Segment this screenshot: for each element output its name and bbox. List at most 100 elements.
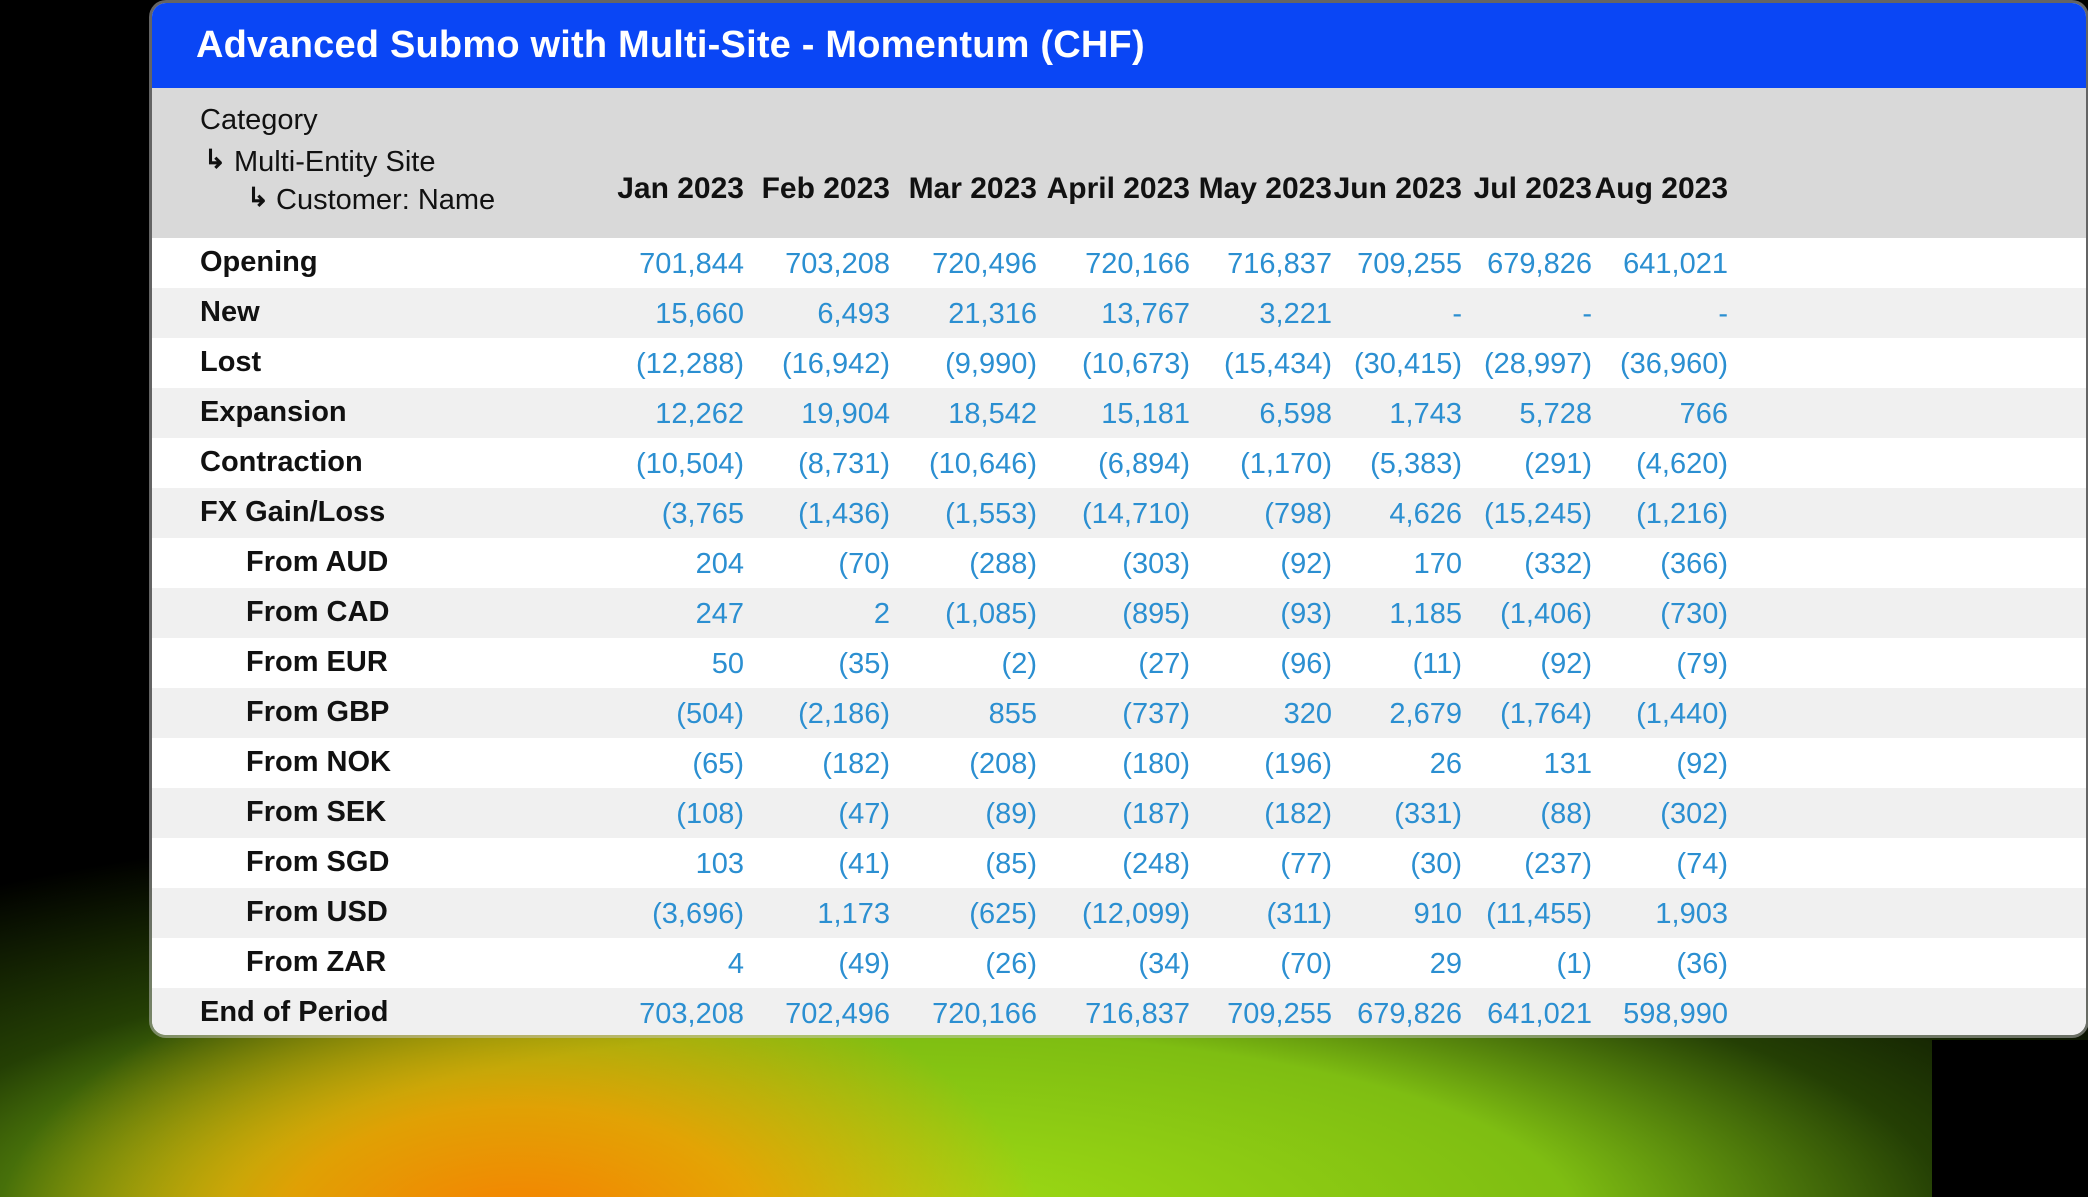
table-cell[interactable]: (291) [1524, 448, 1592, 480]
table-cell[interactable]: 3,221 [1259, 298, 1332, 330]
table-cell[interactable]: 5,728 [1519, 398, 1592, 430]
table-cell[interactable]: (1,216) [1636, 498, 1728, 530]
table-cell[interactable]: 1,185 [1389, 598, 1462, 630]
table-row[interactable]: From USD (3,696) 1,173 (625) (12,099) (311) 91… [152, 888, 2086, 938]
table-cell[interactable]: 2,679 [1389, 698, 1462, 730]
table-row[interactable]: Opening 701,844 703,208 720,496 720,166 716,8… [152, 238, 2086, 288]
table-cell[interactable]: (47) [838, 798, 890, 830]
table-cell[interactable]: (5,383) [1370, 448, 1462, 480]
table-row[interactable]: End of Period 703,208 702,496 720,166 716,83… [152, 988, 2086, 1035]
table-cell[interactable]: 103 [695, 848, 744, 880]
table-cell[interactable]: (27) [1138, 648, 1190, 680]
table-cell[interactable]: 15,181 [1101, 398, 1190, 430]
table-cell[interactable]: 641,021 [1487, 998, 1592, 1030]
table-cell[interactable]: (30,415) [1353, 348, 1462, 380]
table-cell[interactable]: (14,710) [1081, 498, 1190, 530]
table-row[interactable]: Lost (12,288) (16,942) (9,990) (10,673) (15,4… [152, 338, 2086, 388]
table-cell[interactable]: 320 [1283, 698, 1332, 730]
table-cell[interactable]: (895) [1122, 598, 1190, 630]
table-cell[interactable]: 29 [1429, 948, 1462, 980]
table-cell[interactable]: (70) [1280, 948, 1332, 980]
table-cell[interactable]: (4,620) [1636, 448, 1728, 480]
table-cell[interactable]: 1,903 [1655, 898, 1728, 930]
table-row[interactable]: Contraction (10,504) (8,731) (10,646) (6,894… [152, 438, 2086, 488]
table-cell[interactable]: 709,255 [1357, 248, 1462, 280]
table-cell[interactable]: - [1718, 298, 1728, 330]
table-cell[interactable]: (28,997) [1483, 348, 1592, 380]
table-cell[interactable]: (92) [1676, 748, 1728, 780]
table-cell[interactable]: 15,660 [655, 298, 744, 330]
table-cell[interactable]: (49) [838, 948, 890, 980]
table-cell[interactable]: 910 [1413, 898, 1462, 930]
table-row[interactable]: From ZAR 4 (49) (26) (34) (70) 29 (1) (36) [152, 938, 2086, 988]
table-cell[interactable]: (85) [985, 848, 1037, 880]
table-cell[interactable]: (92) [1280, 548, 1332, 580]
table-cell[interactable]: (30) [1410, 848, 1462, 880]
table-cell[interactable]: 598,990 [1623, 998, 1728, 1030]
table-cell[interactable]: 21,316 [948, 298, 1037, 330]
table-cell[interactable]: 679,826 [1487, 248, 1592, 280]
table-cell[interactable]: (248) [1122, 848, 1190, 880]
table-cell[interactable]: 26 [1429, 748, 1462, 780]
table-cell[interactable]: (35) [838, 648, 890, 680]
table-cell[interactable]: 701,844 [639, 248, 744, 280]
table-cell[interactable]: (1,170) [1240, 448, 1332, 480]
table-row[interactable]: From EUR 50 (35) (2) (27) (96) (11) (92) (79) [152, 638, 2086, 688]
table-cell[interactable]: (12,099) [1081, 898, 1190, 930]
table-cell[interactable]: 1,173 [817, 898, 890, 930]
table-cell[interactable]: (1,406) [1500, 598, 1592, 630]
table-cell[interactable]: (11,455) [1486, 898, 1592, 930]
table-cell[interactable]: - [1452, 298, 1462, 330]
table-row[interactable]: From NOK (65) (182) (208) (180) (196) 26 131 (92… [152, 738, 2086, 788]
column-header-month[interactable]: Jun 2023 [1333, 172, 1462, 205]
table-cell[interactable]: (65) [692, 748, 744, 780]
table-cell[interactable]: (302) [1660, 798, 1728, 830]
table-cell[interactable]: (26) [985, 948, 1037, 980]
table-row[interactable]: From CAD 247 2 (1,085) (895) (93) 1,185 (1,406)… [152, 588, 2086, 638]
table-cell[interactable]: (180) [1122, 748, 1190, 780]
table-cell[interactable]: (3,765 [661, 498, 744, 530]
table-cell[interactable]: 702,496 [785, 998, 890, 1030]
table-cell[interactable]: (92) [1540, 648, 1592, 680]
table-row[interactable]: FX Gain/Loss (3,765 (1,436) (1,553) (14,710)… [152, 488, 2086, 538]
table-cell[interactable]: 4 [727, 948, 744, 980]
table-cell[interactable]: 204 [695, 548, 744, 580]
table-cell[interactable]: 679,826 [1357, 998, 1462, 1030]
table-cell[interactable]: 13,767 [1101, 298, 1190, 330]
table-cell[interactable]: 766 [1679, 398, 1728, 430]
table-cell[interactable]: (182) [822, 748, 890, 780]
table-cell[interactable]: (1,085) [945, 598, 1037, 630]
table-cell[interactable]: (1,553) [945, 498, 1037, 530]
table-cell[interactable]: (77) [1280, 848, 1332, 880]
table-cell[interactable]: (730) [1660, 598, 1728, 630]
table-cell[interactable]: (16,942) [781, 348, 890, 380]
table-cell[interactable]: 716,837 [1227, 248, 1332, 280]
table-cell[interactable]: (15,434) [1223, 348, 1332, 380]
table-row[interactable]: From AUD 204 (70) (288) (303) (92) 170 (332) (36… [152, 538, 2086, 588]
column-header-month[interactable]: Jul 2023 [1473, 172, 1592, 205]
table-cell[interactable]: 6,493 [817, 298, 890, 330]
table-cell[interactable]: 4,626 [1389, 498, 1462, 530]
table-cell[interactable]: (9,990) [945, 348, 1037, 380]
table-cell[interactable]: 709,255 [1227, 998, 1332, 1030]
table-cell[interactable]: (15,245) [1483, 498, 1592, 530]
table-cell[interactable]: 720,166 [1085, 248, 1190, 280]
table-cell[interactable]: 19,904 [801, 398, 890, 430]
table-cell[interactable]: (79) [1676, 648, 1728, 680]
table-cell[interactable]: (237) [1524, 848, 1592, 880]
column-header-month[interactable]: Feb 2023 [761, 172, 890, 205]
table-cell[interactable]: (1,764) [1500, 698, 1592, 730]
table-cell[interactable]: (332) [1524, 548, 1592, 580]
table-cell[interactable]: 716,837 [1085, 998, 1190, 1030]
table-cell[interactable]: (1,436) [798, 498, 890, 530]
table-cell[interactable]: (187) [1122, 798, 1190, 830]
table-cell[interactable]: (89) [985, 798, 1037, 830]
table-row[interactable]: From SEK (108) (47) (89) (187) (182) (331) (88)… [152, 788, 2086, 838]
table-cell[interactable]: (1,440) [1636, 698, 1728, 730]
table-cell[interactable]: (11) [1412, 648, 1462, 680]
table-cell[interactable]: 720,496 [932, 248, 1037, 280]
table-cell[interactable]: 703,208 [639, 998, 744, 1030]
table-cell[interactable]: (10,504) [635, 448, 744, 480]
table-cell[interactable]: (70) [838, 548, 890, 580]
table-row[interactable]: Expansion 12,262 19,904 18,542 15,181 6,598 1,… [152, 388, 2086, 438]
